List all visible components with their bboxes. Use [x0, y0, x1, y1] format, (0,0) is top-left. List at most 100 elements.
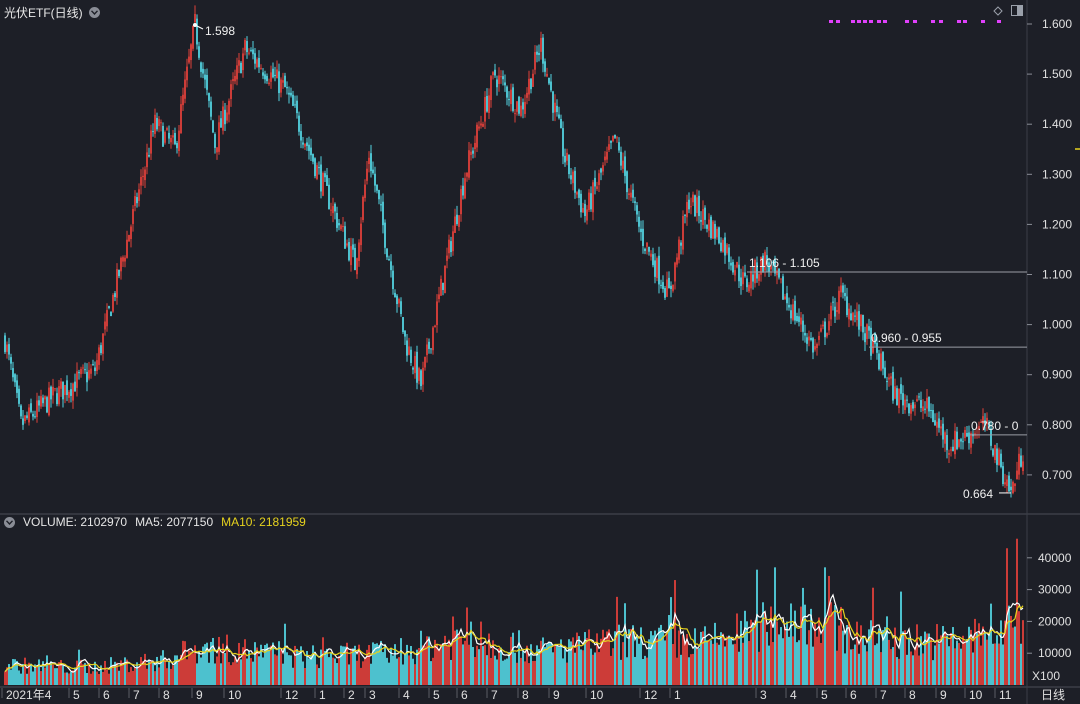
volume-bar — [274, 654, 276, 685]
volume-bar — [914, 647, 916, 685]
candle-body — [960, 439, 962, 442]
candle-body — [132, 209, 134, 224]
candle-body — [336, 212, 338, 228]
volume-bar — [92, 671, 94, 685]
volume-bar — [700, 631, 702, 685]
volume-bar — [220, 663, 222, 685]
volume-bar — [82, 664, 84, 685]
candle-body — [410, 349, 412, 363]
candle-body — [68, 391, 70, 398]
volume-bar — [200, 657, 202, 685]
candle-body — [582, 207, 584, 213]
y-tick-label: 1.400 — [1042, 117, 1072, 131]
candle-body — [284, 75, 286, 88]
candle-body — [128, 234, 130, 242]
volume-bar — [976, 633, 978, 685]
candle-body — [692, 194, 694, 203]
chevron-down-icon[interactable] — [4, 516, 15, 528]
candle-body — [174, 133, 176, 145]
volume-bar — [172, 665, 174, 685]
volume-bar — [864, 645, 866, 685]
candle-body — [876, 342, 878, 353]
volume-bar — [476, 645, 478, 685]
candle-body — [34, 416, 36, 418]
candle-body — [744, 272, 746, 277]
volume-bar — [204, 644, 206, 685]
volume-bar — [584, 632, 586, 685]
volume-bar — [982, 626, 984, 685]
candle-body — [240, 62, 242, 74]
volume-bar — [30, 663, 32, 685]
candle-body — [558, 114, 560, 119]
candle-body — [594, 177, 596, 187]
volume-bar — [970, 629, 972, 685]
candle-body — [96, 360, 98, 371]
volume-bar — [568, 639, 570, 685]
volume-bar — [934, 645, 936, 685]
volume-bar — [280, 649, 282, 685]
candle-body — [638, 216, 640, 227]
volume-bar — [866, 651, 868, 685]
volume-bar — [252, 661, 254, 685]
volume-bar — [142, 661, 144, 685]
chevron-down-icon[interactable] — [88, 7, 100, 18]
candle-body — [162, 125, 164, 147]
volume-bar — [86, 672, 88, 685]
volume-bar — [190, 651, 192, 685]
candle-body — [466, 172, 468, 177]
candle-body — [154, 114, 156, 134]
candle-body — [488, 95, 490, 113]
volume-bar — [576, 632, 578, 685]
volume-bar — [478, 649, 480, 685]
volume-bar — [454, 630, 456, 685]
volume-bar — [180, 654, 182, 685]
diamond-icon[interactable] — [993, 5, 1003, 16]
volume-bar — [996, 635, 998, 685]
volume-unit-label: X100 — [1032, 669, 1060, 683]
volume-bar — [722, 633, 724, 685]
panel-toggle-icon[interactable] — [1011, 5, 1023, 16]
candle-body — [234, 75, 236, 82]
volume-bar — [850, 649, 852, 685]
candle-body — [32, 414, 34, 417]
signal-marker — [836, 20, 840, 23]
candle-body — [914, 404, 916, 409]
candle-body — [686, 201, 688, 218]
volume-bar — [38, 659, 40, 685]
candle-body — [430, 348, 432, 350]
candle-body — [758, 274, 760, 281]
candle-body — [1000, 453, 1002, 467]
volume-bar — [800, 606, 802, 685]
volume-bar — [656, 638, 658, 685]
candle-body — [534, 52, 536, 70]
candle-body — [528, 78, 530, 95]
volume-bar — [164, 659, 166, 685]
candle-body — [398, 299, 400, 304]
volume-bar — [574, 652, 576, 685]
volume-bar — [792, 636, 794, 685]
candle-body — [916, 399, 918, 402]
candle-body — [316, 165, 318, 179]
candle-body — [532, 73, 534, 87]
candle-body — [734, 270, 736, 276]
volume-bar — [398, 657, 400, 685]
candle-body — [530, 78, 532, 90]
volume-bar — [938, 643, 940, 685]
volume-bar — [886, 616, 888, 685]
candle-body — [620, 151, 622, 166]
volume-bar — [214, 663, 216, 685]
volume-bar — [336, 663, 338, 685]
candle-body — [668, 277, 670, 289]
candle-body — [950, 449, 952, 451]
volume-bar — [118, 670, 120, 685]
volume-bar — [806, 644, 808, 685]
volume-bar — [472, 647, 474, 685]
candle-body — [778, 268, 780, 278]
candle-body — [846, 296, 848, 316]
period-label: 日线 — [1041, 688, 1065, 702]
month-label: 8 — [522, 688, 529, 702]
volume-bar — [694, 628, 696, 685]
candle-body — [260, 67, 262, 69]
candle-body — [142, 175, 144, 178]
volume-bar — [666, 632, 668, 685]
